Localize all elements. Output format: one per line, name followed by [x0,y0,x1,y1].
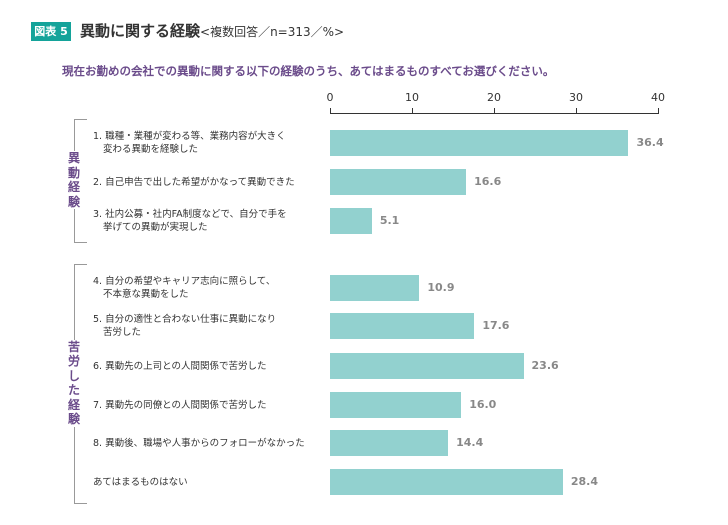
figure-badge: 図表 5 [31,22,71,41]
bar [330,275,420,301]
category-label-line: 7. 異動先の同僚との人間関係で苦労した [93,399,267,411]
value-label: 28.4 [570,475,599,488]
x-tick-mark [494,108,495,114]
value-label: 17.6 [482,319,510,332]
category-label-line: 1. 職種・業種が変わる等、業務内容が大きく [93,131,286,142]
x-tick-mark [330,108,331,114]
group-label: 異動経験 [66,151,82,209]
value-label: 16.6 [474,175,502,188]
category-label-line: 4. 自分の希望やキャリア志向に照らして、 [93,276,276,287]
title-subtitle: <複数回答／n=313／%> [200,25,345,39]
category-label: 2. 自己申告で出した希望がかなって異動できた [93,176,295,189]
category-label-line: 5. 自分の適性と合わない仕事に異動になり [93,314,277,325]
category-label: 3. 社内公募・社内FA制度などで、自分で手を挙げての異動が実現した [93,208,287,234]
category-label: 6. 異動先の上司との人間関係で苦労した [93,360,267,373]
value-label: 14.4 [456,436,484,449]
bar [330,430,449,456]
group-label: 苦労した経験 [66,339,82,427]
category-label: 5. 自分の適性と合わない仕事に異動になり苦労した [93,313,276,339]
bar [330,392,462,418]
x-tick-mark [576,108,577,114]
value-label: 36.4 [636,136,664,149]
category-label-line: 2. 自己申告で出した希望がかなって異動できた [93,176,295,188]
title-text: 異動に関する経験 [80,22,201,40]
category-label-line: あてはまるものはない [93,476,188,488]
category-label-line: 挙げての異動が実現した [103,222,208,233]
bar [330,353,524,379]
bar [330,169,467,195]
x-tick-label: 30 [569,91,583,104]
x-tick-label: 20 [487,91,501,104]
category-label: 1. 職種・業種が変わる等、業務内容が大きく変わる異動を経験した [93,130,286,156]
x-tick-mark [412,108,413,114]
x-tick-label: 0 [326,91,334,104]
x-tick-label: 10 [405,91,419,104]
question-text: 現在お勤めの会社での異動に関する以下の経験のうち、あてはまるものすべてお選びくだ… [62,64,555,78]
chart-title: 異動に関する経験<複数回答／n=313／%> [80,20,344,41]
category-label-line: 変わる異動を経験した [103,144,199,155]
category-label-line: 苦労した [103,327,142,338]
category-label: 7. 異動先の同僚との人間関係で苦労した [93,399,267,412]
category-label-line: 不本意な異動をした [103,289,189,300]
value-label: 10.9 [427,281,455,294]
category-label-line: 6. 異動先の上司との人間関係で苦労した [93,360,267,372]
bar [330,469,563,495]
category-label-line: 8. 異動後、職場や人事からのフォローがなかった [93,437,305,449]
category-label-line: 3. 社内公募・社内FA制度などで、自分で手を [93,209,287,220]
value-label: 23.6 [531,359,559,372]
bar [330,130,629,156]
bar [330,208,372,234]
value-label: 16.0 [469,398,497,411]
x-tick-label: 40 [651,91,665,104]
value-label: 5.1 [379,214,400,227]
bar [330,313,475,339]
category-label: 4. 自分の希望やキャリア志向に照らして、不本意な異動をした [93,275,275,301]
category-label: 8. 異動後、職場や人事からのフォローがなかった [93,437,305,450]
x-tick-mark [658,108,659,114]
category-label: あてはまるものはない [93,476,188,489]
